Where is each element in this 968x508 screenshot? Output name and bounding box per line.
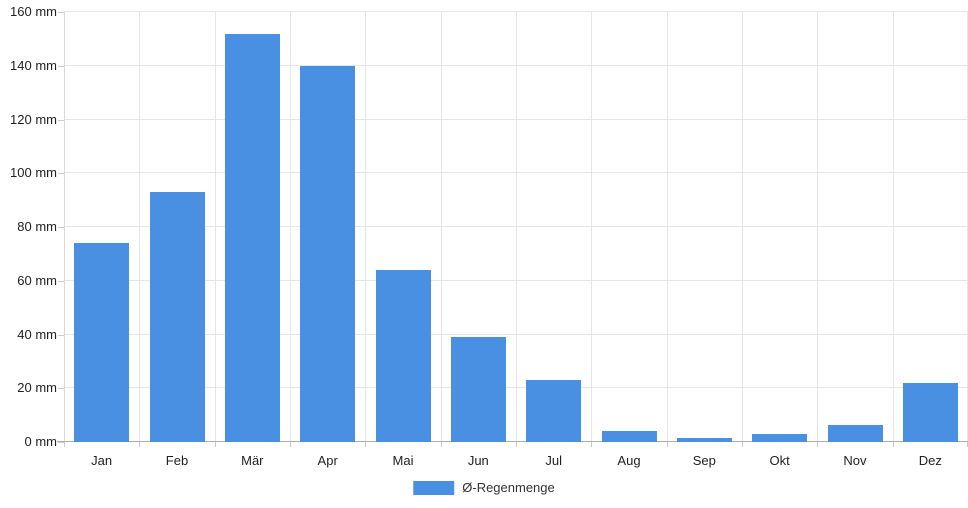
gridline-vertical	[591, 12, 593, 442]
x-axis-tick	[516, 442, 517, 447]
x-axis-tick-label: Nov	[843, 453, 867, 468]
bar-jul	[526, 380, 582, 442]
gridline-vertical	[516, 12, 517, 442]
x-axis-tick-label: Feb	[165, 453, 189, 468]
y-axis-tick	[58, 65, 64, 67]
y-axis-line	[64, 12, 65, 442]
x-axis-tick	[290, 442, 291, 447]
bar-jan	[74, 243, 130, 442]
y-axis: 0 mm 20 mm 40 mm 60 mm 80 mm 100 mm 120 mm 140 …	[0, 5, 57, 449]
legend-swatch-icon	[413, 481, 455, 495]
x-axis-tick-label: Dez	[918, 453, 942, 468]
x-axis-tick-label: Aug	[617, 453, 641, 468]
y-axis-tick-label: 100 mm	[10, 165, 57, 181]
x-axis-tick	[365, 442, 367, 447]
y-axis-tick	[58, 227, 64, 228]
x-axis-tick-label: Jan	[91, 453, 113, 468]
x-axis-baseline	[57, 441, 968, 442]
x-axis: Jan Feb Mär Apr Mai Jun Jul Aug Sep Okt Nov Dez	[64, 453, 968, 469]
gridline-vertical	[214, 12, 216, 442]
y-axis-tick	[58, 173, 64, 175]
gridline-horizontal	[64, 11, 968, 12]
x-axis-tick	[440, 442, 442, 447]
bar-apr	[300, 65, 356, 442]
plot-area	[57, 11, 968, 442]
gridline-vertical	[817, 12, 819, 442]
x-axis-tick-label: Okt	[769, 453, 790, 468]
y-axis-tick-label: 20 mm	[17, 380, 57, 396]
y-axis-tick-label: 60 mm	[17, 272, 57, 288]
y-axis-tick	[58, 280, 64, 282]
gridline-vertical	[742, 12, 743, 442]
bar-sep	[676, 437, 732, 442]
gridline-vertical	[290, 12, 291, 442]
y-axis-tick	[58, 388, 64, 390]
y-axis-tick	[58, 334, 64, 336]
y-axis-tick	[58, 442, 64, 443]
bar-aug	[601, 431, 657, 442]
gridline-vertical	[892, 12, 894, 442]
bar-feb	[149, 192, 205, 442]
bar-mär	[224, 33, 280, 442]
gridline-vertical	[365, 12, 367, 442]
x-axis-tick	[817, 442, 819, 447]
x-axis-tick-label: Jun	[467, 453, 489, 468]
gridline-vertical	[139, 12, 141, 442]
y-axis-tick-label: 140 mm	[10, 57, 57, 73]
y-axis-tick-label: 160 mm	[10, 4, 57, 19]
gridline-vertical	[666, 12, 668, 442]
gridline-vertical	[440, 12, 442, 442]
x-axis-tick	[742, 442, 743, 447]
x-axis-tick-label: Sep	[692, 453, 716, 468]
y-axis-tick-label: 80 mm	[17, 219, 57, 234]
y-axis-tick	[58, 12, 64, 13]
y-axis-tick-label: 120 mm	[10, 111, 57, 127]
x-axis-tick	[666, 442, 668, 447]
x-axis-tick-label: Apr	[317, 453, 338, 468]
bar-dez	[902, 382, 958, 442]
y-axis-tick-label: 40 mm	[17, 326, 57, 342]
y-axis-tick	[58, 119, 64, 121]
x-axis-tick	[591, 442, 593, 447]
bar-jun	[450, 337, 506, 442]
bar-mai	[375, 270, 431, 442]
x-axis-tick-label: Mär	[241, 453, 264, 468]
x-axis-tick	[64, 442, 65, 447]
x-axis-tick-label: Mai	[392, 453, 414, 468]
x-axis-tick	[892, 442, 894, 447]
x-axis-tick	[214, 442, 216, 447]
x-axis-tick-label: Jul	[545, 453, 562, 468]
legend-item[interactable]: Ø-Regenmenge	[413, 480, 555, 496]
bar-nov	[827, 424, 883, 442]
bar-okt	[752, 433, 808, 442]
x-axis-tick	[139, 442, 141, 447]
y-axis-tick-label: 0 mm	[24, 434, 58, 449]
legend-label: Ø-Regenmenge	[462, 480, 555, 495]
